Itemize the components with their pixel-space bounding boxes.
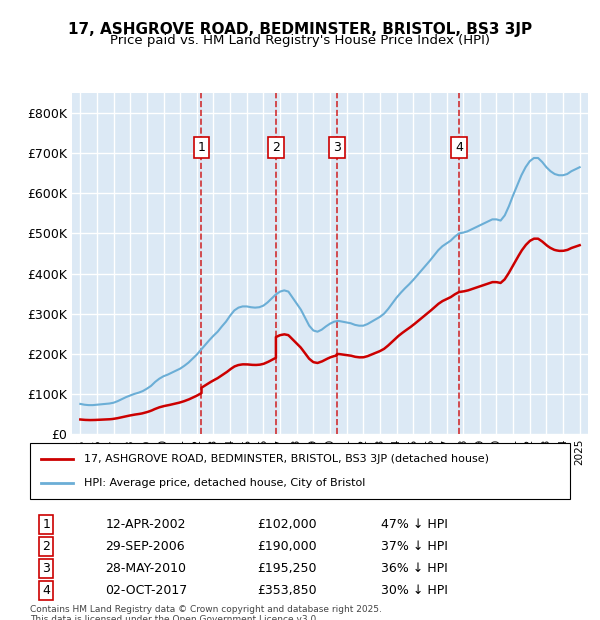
Text: 30% ↓ HPI: 30% ↓ HPI — [381, 584, 448, 597]
Text: 36% ↓ HPI: 36% ↓ HPI — [381, 562, 448, 575]
Text: 1: 1 — [42, 518, 50, 531]
FancyBboxPatch shape — [30, 443, 570, 499]
Text: 28-MAY-2010: 28-MAY-2010 — [106, 562, 187, 575]
Text: 02-OCT-2017: 02-OCT-2017 — [106, 584, 188, 597]
Text: 37% ↓ HPI: 37% ↓ HPI — [381, 540, 448, 553]
Text: Contains HM Land Registry data © Crown copyright and database right 2025.
This d: Contains HM Land Registry data © Crown c… — [30, 604, 382, 620]
Text: 47% ↓ HPI: 47% ↓ HPI — [381, 518, 448, 531]
Text: Price paid vs. HM Land Registry's House Price Index (HPI): Price paid vs. HM Land Registry's House … — [110, 34, 490, 47]
Text: HPI: Average price, detached house, City of Bristol: HPI: Average price, detached house, City… — [84, 479, 365, 489]
Text: 4: 4 — [42, 584, 50, 597]
Text: 3: 3 — [42, 562, 50, 575]
Text: £190,000: £190,000 — [257, 540, 316, 553]
Text: 17, ASHGROVE ROAD, BEDMINSTER, BRISTOL, BS3 3JP (detached house): 17, ASHGROVE ROAD, BEDMINSTER, BRISTOL, … — [84, 454, 489, 464]
Text: 2: 2 — [272, 141, 280, 154]
Text: £195,250: £195,250 — [257, 562, 316, 575]
Text: 1: 1 — [197, 141, 205, 154]
Text: 2: 2 — [42, 540, 50, 553]
Text: £102,000: £102,000 — [257, 518, 316, 531]
Text: £353,850: £353,850 — [257, 584, 316, 597]
Text: 29-SEP-2006: 29-SEP-2006 — [106, 540, 185, 553]
Text: 12-APR-2002: 12-APR-2002 — [106, 518, 186, 531]
Text: 17, ASHGROVE ROAD, BEDMINSTER, BRISTOL, BS3 3JP: 17, ASHGROVE ROAD, BEDMINSTER, BRISTOL, … — [68, 22, 532, 37]
Text: 3: 3 — [333, 141, 341, 154]
Text: 4: 4 — [455, 141, 463, 154]
